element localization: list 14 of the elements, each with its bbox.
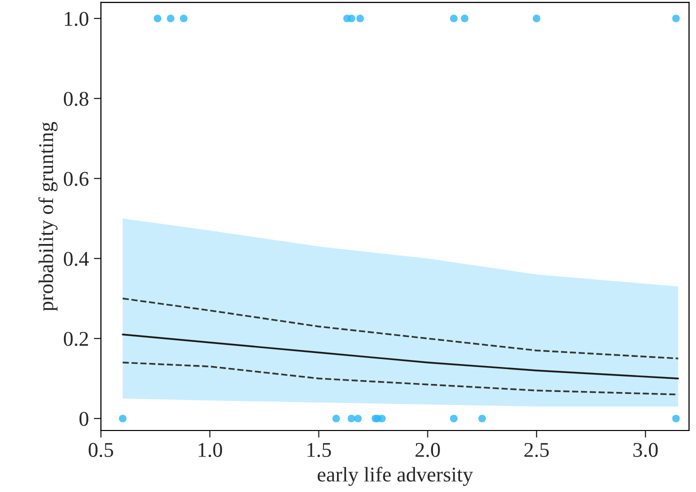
x-tick-label: 1.0 — [198, 442, 222, 458]
y-axis-title: probability of grunting — [38, 122, 58, 312]
x-tick-label: 3.0 — [633, 442, 658, 458]
y-tick-label: 0.4 — [64, 252, 89, 266]
x-tick-label: 1.5 — [308, 443, 331, 458]
y-tick-label: 0.8 — [64, 92, 88, 106]
x-axis-title: early life adversity — [318, 466, 473, 486]
y-tick-label: 1.0 — [64, 12, 88, 26]
y-tick-label: 0 — [79, 412, 88, 426]
x-tick-label: 2.0 — [416, 442, 440, 458]
y-tick-label: 0.6 — [64, 172, 88, 186]
y-tick-label: 0.2 — [64, 332, 88, 346]
x-tick-label: 0.5 — [88, 442, 114, 458]
x-tick-label: 2.5 — [524, 442, 549, 458]
